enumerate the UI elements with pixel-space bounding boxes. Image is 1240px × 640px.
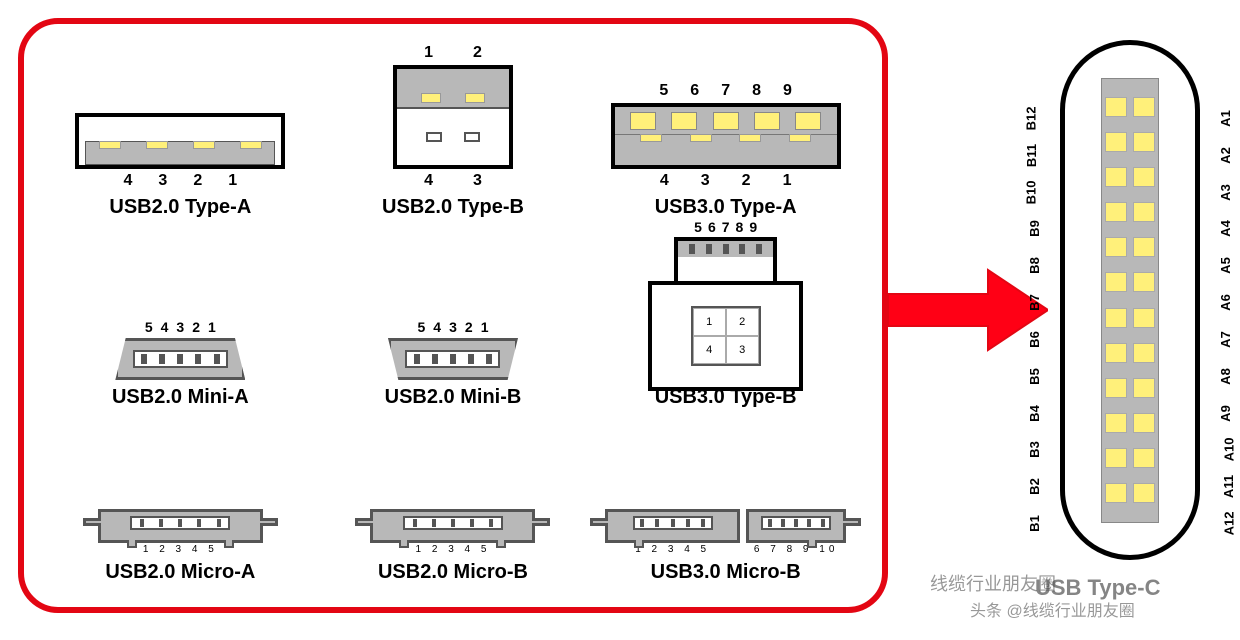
usb3a-label: USB3.0 Type-A (655, 196, 797, 219)
cell-usb3-type-b: 56789 12 43 USB3.0 Type-B (594, 219, 857, 409)
micro3b-connector-icon: 1 2 3 4 5 6 7 8 9 10 (605, 509, 846, 555)
cell-usb2-mini-a: 54321 USB2.0 Mini-A (49, 219, 312, 409)
cell-usb3-micro-b: 1 2 3 4 5 6 7 8 9 10 USB3.0 Micro-B (594, 409, 857, 584)
usb2a-connector-icon (75, 113, 285, 169)
mini-a-pins: 54321 (145, 319, 216, 335)
mini-a-label: USB2.0 Mini-A (112, 386, 249, 409)
usbc-a-row-labels: A1A2A3A4A5A6A7A8A9A10A11A12 (1217, 111, 1240, 531)
cell-usb2-type-a: 4 3 2 1 USB2.0 Type-A (49, 44, 312, 219)
watermark-line2: 头条 @线缆行业朋友圈 (970, 597, 1135, 621)
micro-b-connector-icon (370, 509, 535, 543)
usb3b-connector-icon: 12 43 (648, 237, 803, 378)
micro-a-label: USB2.0 Micro-A (105, 561, 255, 584)
micro3b-pins-right: 6 7 8 9 10 (746, 544, 846, 555)
usb3b-pins-top: 56789 (694, 219, 757, 235)
micro-a-pins: 1 2 3 4 5 (143, 544, 218, 555)
usb2b-label: USB2.0 Type-B (382, 196, 524, 219)
mini-b-connector-icon (388, 338, 518, 380)
micro-a-connector-icon (98, 509, 263, 543)
usb3a-connector-icon (611, 103, 841, 169)
cell-usb2-micro-b: 1 2 3 4 5 USB2.0 Micro-B (322, 409, 585, 584)
usb2b-pins-top: 1 2 (424, 44, 482, 62)
usb-type-c-connector-icon: B12B11B10B9B8B7B6B5B4B3B2B1 A1A2A3A4A5A6… (1060, 40, 1200, 560)
mini-a-connector-icon (115, 338, 245, 380)
usb3a-pins-bottom: 4321 (660, 172, 792, 190)
mini-b-label: USB2.0 Mini-B (385, 386, 522, 409)
usbc-b-row-labels: B12B11B10B9B8B7B6B5B4B3B2B1 (1019, 111, 1043, 531)
usb2a-label: USB2.0 Type-A (109, 196, 251, 219)
usb2b-pins-bottom: 4 3 (424, 172, 482, 190)
connector-grid: 4 3 2 1 USB2.0 Type-A 1 2 4 3 USB2.0 Typ… (49, 44, 857, 584)
cell-usb2-micro-a: 1 2 3 4 5 USB2.0 Micro-A (49, 409, 312, 584)
micro-b-label: USB2.0 Micro-B (378, 561, 528, 584)
usb2a-pin-numbers: 4 3 2 1 (124, 172, 238, 190)
watermark-line1: 线缆行业朋友圈 (930, 570, 1056, 596)
cell-usb2-type-b: 1 2 4 3 USB2.0 Type-B (322, 44, 585, 219)
micro3b-label: USB3.0 Micro-B (651, 561, 801, 584)
usb3a-pins-top: 56789 (659, 82, 792, 100)
cell-usb2-mini-b: 54321 USB2.0 Mini-B (322, 219, 585, 409)
micro3b-pins-left: 1 2 3 4 5 (605, 544, 740, 555)
micro-b-pins: 1 2 3 4 5 (416, 544, 491, 555)
mini-b-pins: 54321 (418, 319, 489, 335)
connector-panel: 4 3 2 1 USB2.0 Type-A 1 2 4 3 USB2.0 Typ… (18, 18, 888, 613)
cell-usb3-type-a: 56789 4321 USB3.0 Type-A (594, 44, 857, 219)
usb2b-connector-icon (393, 65, 513, 169)
